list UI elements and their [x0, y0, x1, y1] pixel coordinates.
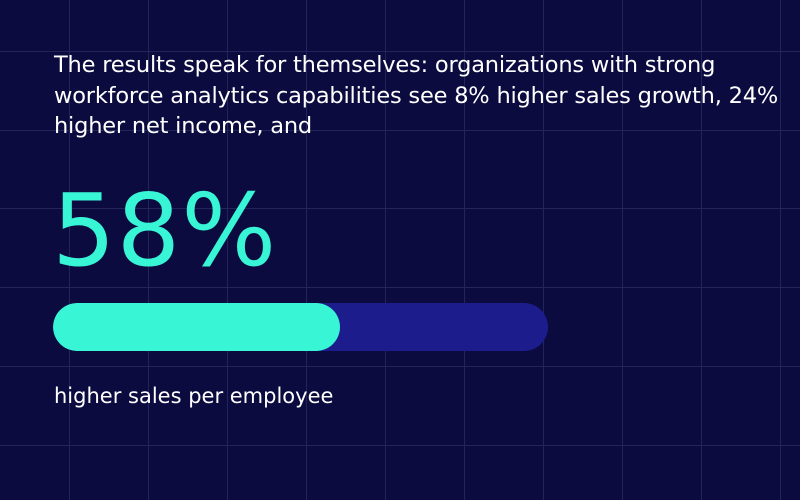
grid-line — [780, 0, 781, 500]
grid-line — [69, 0, 70, 500]
stat-value: 58% — [52, 172, 278, 289]
grid-line — [0, 130, 800, 131]
grid-line — [306, 0, 307, 500]
grid-line — [385, 0, 386, 500]
grid-line — [464, 0, 465, 500]
grid-line — [543, 0, 544, 500]
progress-bar-track — [53, 303, 548, 351]
grid-line — [622, 0, 623, 500]
grid-line — [148, 0, 149, 500]
grid-line — [0, 366, 800, 367]
grid-line — [0, 208, 800, 209]
grid-line — [0, 51, 800, 52]
stat-caption: higher sales per employee — [54, 384, 334, 408]
grid-line — [0, 445, 800, 446]
grid-line — [227, 0, 228, 500]
grid-line — [0, 287, 800, 288]
progress-bar-fill — [53, 303, 341, 351]
headline-text: The results speak for themselves: organi… — [54, 52, 779, 139]
grid-line — [701, 0, 702, 500]
